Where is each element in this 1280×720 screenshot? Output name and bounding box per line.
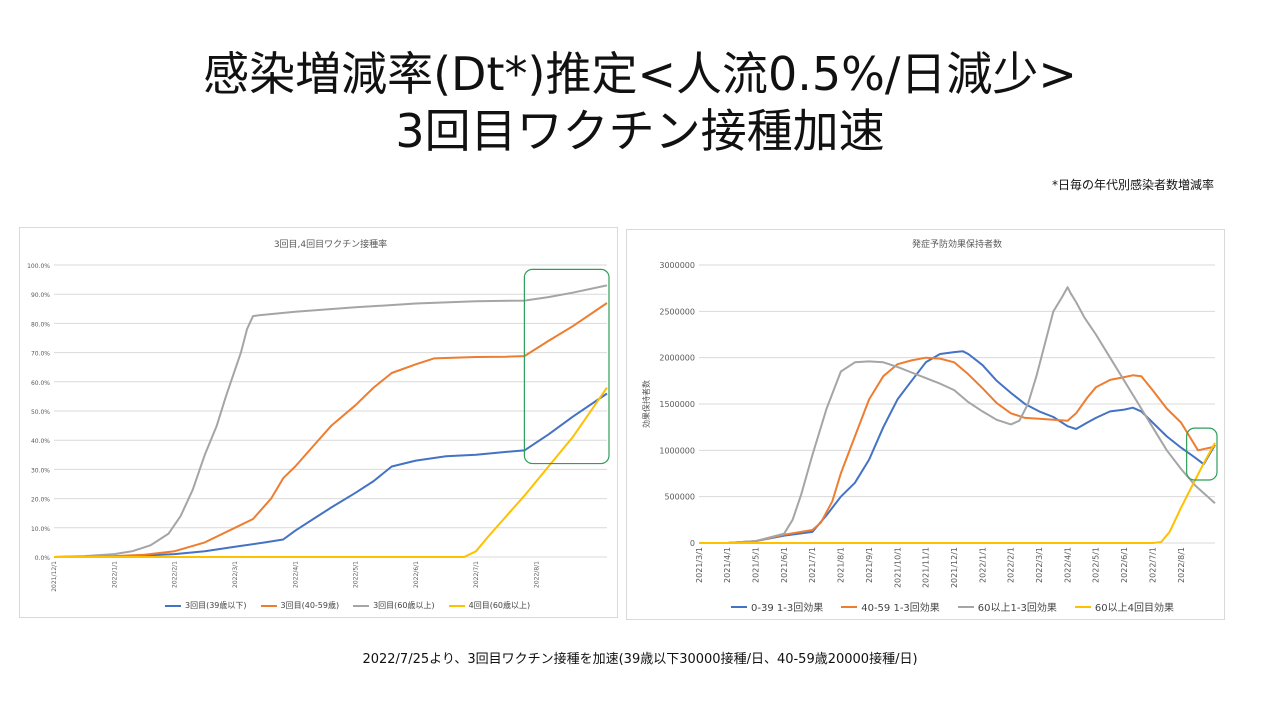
series-line-2 [699,356,1216,544]
legend-item: 60以上1-3回効果 [957,599,1057,614]
x-tick-label: 2021/12/1 [51,561,58,592]
legend-swatch [353,604,370,607]
y-tick-label: 90.0% [31,292,50,299]
x-tick-label: 2021/5/1 [752,547,761,583]
series-line-1 [699,350,1216,544]
legend-label: 40-59 1-3回効果 [861,603,940,614]
y-tick-label: 80.0% [31,321,50,328]
series-line-1 [53,392,608,558]
x-tick-label: 2022/1/1 [978,547,987,583]
x-tick-label: 2022/5/1 [1092,547,1101,583]
legend-label: 3回目(40-59歳) [280,601,340,610]
legend-swatch [731,605,747,608]
x-tick-label: 2021/6/1 [780,547,789,583]
y-tick-label: 2500000 [659,307,695,316]
x-tick-label: 2021/8/1 [837,547,846,583]
y-tick-label: 20.0% [31,497,50,504]
legend-item: 60以上4回目効果 [1074,599,1174,614]
x-tick-label: 2022/7/1 [473,561,480,588]
x-tick-label: 2022/4/1 [1063,547,1072,583]
y-tick-label: 1000000 [659,446,695,455]
x-tick-label: 2022/6/1 [413,561,420,588]
page-subtitle: 3回目ワクチン接種加速 [395,104,885,158]
series-line-4 [54,387,608,558]
series-line-3 [53,284,608,558]
footnote: *日毎の年代別感染者数増減率 [1051,178,1214,192]
protection-holders-legend: 0-39 1-3回効果 40-59 1-3回効果 60以上1-3回効果 60以上4回目… [731,599,1174,614]
x-tick-label: 2022/1/1 [111,561,118,588]
vaccination-rate-chart-svg: 3回目,4回目ワクチン接種率 0.0% 10.0% 20.0% 30.0% 40.0% 50… [27,238,610,592]
x-tick-label: 2022/4/1 [292,561,299,588]
x-tick-label: 2021/4/1 [723,547,732,583]
legend-label: 4回目(60歳以上) [468,601,531,610]
vaccination-rate-legend: 3回目(39歳以下) 3回目(40-59歳) 3回目(60歳以上) 4回目(60歳以上… [165,600,530,611]
legend-label: 3回目(39歳以下) [185,601,247,610]
x-tick-label: 2021/10/1 [893,547,902,588]
highlight-box [523,268,610,465]
x-tick-label: 2021/3/1 [695,547,704,583]
series-line-3 [699,286,1216,544]
y-tick-label: 1500000 [659,400,695,409]
legend-item: 40-59 1-3回効果 [841,599,940,614]
legend-swatch [1074,605,1091,608]
series-line-2 [53,302,608,558]
y-tick-label: 30.0% [31,467,50,474]
legend-label: 3回目(60歳以上) [373,601,435,610]
y-tick-label: 50.0% [31,409,50,416]
legend-label: 60以上1-3回効果 [977,603,1057,614]
x-tick-label: 2022/7/1 [1148,547,1157,583]
legend-item: 0-39 1-3回効果 [731,599,823,614]
protection-holders-chart: 発症予防効果保持者数 0 500000 1000000 1500000 2000000 25… [626,229,1225,620]
page-title: 感染増減率(Dt*)推定<人流0.5%/日減少> [203,47,1077,101]
legend-item: 3回目(60歳以上) [353,600,435,611]
legend-swatch [260,604,277,607]
chart-title: 3回目,4回目ワクチン接種率 [274,238,387,250]
x-tick-label: 2021/9/1 [865,547,874,583]
legend-label: 0-39 1-3回効果 [751,603,824,614]
legend-item: 4回目(60歳以上) [448,600,531,611]
x-tick-label: 2022/3/1 [232,561,239,588]
highlight-box [1186,427,1218,481]
x-tick-label: 2022/8/1 [1177,547,1186,583]
x-tick-label: 2022/3/1 [1035,547,1044,583]
x-tick-label: 2022/6/1 [1120,547,1129,583]
y-tick-label: 40.0% [31,438,50,445]
vaccination-rate-chart: 3回目,4回目ワクチン接種率 0.0% 10.0% 20.0% 30.0% 40.0% 50… [19,227,618,618]
x-tick-label: 2021/11/1 [922,547,931,588]
x-tick-label: 2022/5/1 [353,561,360,588]
x-tick-label: 2021/12/1 [950,547,959,588]
chart-title: 発症予防効果保持者数 [912,238,1002,250]
protection-holders-chart-svg: 発症予防効果保持者数 0 500000 1000000 1500000 2000000 25… [641,238,1218,588]
legend-label: 60以上4回目効果 [1094,603,1174,614]
y-tick-label: 70.0% [31,351,50,358]
legend-swatch [957,605,974,608]
x-tick-label: 2022/2/1 [172,561,179,588]
x-tick-label: 2022/8/1 [534,561,541,588]
y-tick-label: 2000000 [659,354,695,363]
y-tick-label: 10.0% [31,526,50,533]
y-tick-label: 100.0% [27,263,50,270]
y-tick-label: 60.0% [31,380,50,387]
legend-swatch [841,605,858,608]
legend-swatch [448,604,465,607]
legend-item: 3回目(39歳以下) [165,600,247,611]
legend-item: 3回目(40-59歳) [260,600,340,611]
y-tick-label: 3000000 [659,261,695,270]
footer-note: 2022/7/25より、3回目ワクチン接種を加速(39歳以下30000接種/日、… [362,652,918,667]
series-line-4 [699,442,1216,544]
legend-swatch [165,604,181,607]
y-axis-label: 効果保持者数 [641,380,651,428]
x-tick-label: 2021/7/1 [808,547,817,583]
x-tick-label: 2022/2/1 [1007,547,1016,583]
y-tick-label: 0 [690,539,695,548]
y-tick-label: 0.0% [35,555,51,562]
y-tick-label: 500000 [664,493,695,502]
